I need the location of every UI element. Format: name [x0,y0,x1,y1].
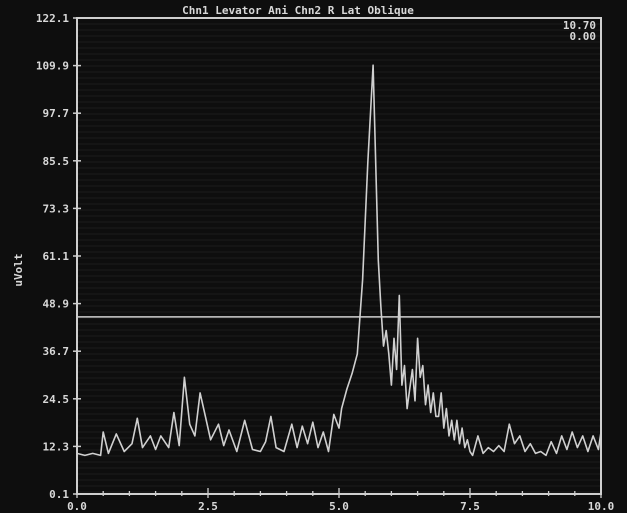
y-tick-label: 24.5 [43,393,70,406]
x-tick-label: 7.5 [460,500,480,513]
y-tick-label: 109.9 [36,60,69,73]
y-tick-label: 122.1 [36,12,69,25]
y-tick-label: 36.7 [43,345,70,358]
grid [77,23,601,493]
x-tick-label: 10.0 [588,500,615,513]
y-tick-label: 12.3 [43,440,70,453]
y-axis: 122.1 109.9 97.7 85.5 73.3 61.1 48.9 36.7 24.5 12… [36,12,81,501]
x-axis: 0.0 2.5 5.0 7.5 10.0 [67,488,614,513]
x-tick-label: 2.5 [198,500,218,513]
x-tick-label: 5.0 [329,500,349,513]
y-tick-label: 61.1 [43,250,70,263]
y-tick-label: 0.1 [49,488,69,501]
corner-readout-bottom: 0.00 [570,30,597,43]
y-tick-label: 73.3 [43,202,70,215]
y-tick-label: 48.9 [43,298,70,311]
y-tick-label: 97.7 [43,107,70,120]
x-tick-label: 0.0 [67,500,87,513]
y-axis-label: uVolt [12,253,25,286]
series-trace [76,64,602,457]
y-tick-label: 85.5 [43,155,70,168]
corner-readout-top: 10.70 [563,19,596,32]
chart-title: Chn1 Levator Ani Chn2 R Lat Oblique [182,4,414,17]
